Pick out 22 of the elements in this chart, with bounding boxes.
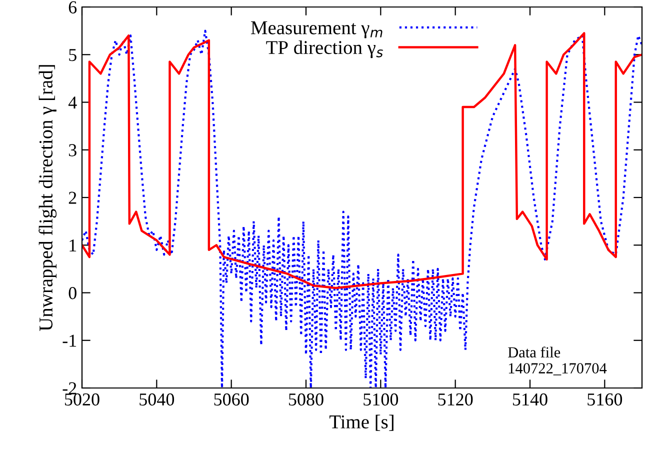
y-tick-label: 1 <box>70 239 76 252</box>
legend-label: TP direction γ$_{s}$ <box>266 40 383 58</box>
y-tick-label: 0 <box>68 287 76 300</box>
x-tick-label: 5040 <box>140 393 174 406</box>
legend-label: Measurement γ$_{m}$ <box>251 21 382 38</box>
x-tick-label: 5120 <box>438 393 473 406</box>
y-tick-label: -2 <box>62 382 76 394</box>
x-tick-label: 5020 <box>64 393 100 406</box>
y-tick-label: 5 <box>69 49 76 62</box>
y-tick-label: 3 <box>68 144 76 156</box>
y-tick-label: 2 <box>68 192 76 204</box>
x-tick-label: 5160 <box>588 393 622 406</box>
annotation: Data file 140722_170704 <box>508 346 607 376</box>
x-tick-label: 5100 <box>364 393 398 406</box>
y-tick-label: 6 <box>68 1 77 14</box>
x-tick-label: 5060 <box>214 393 249 406</box>
y-axis-title: Unwrapped flight direction γ [rad] <box>38 65 57 331</box>
y-tick-label: -1 <box>62 334 76 347</box>
x-tick-label: 5080 <box>288 393 324 406</box>
x-axis-title: Time [s] <box>329 414 394 431</box>
x-tick-label: 5140 <box>512 393 548 406</box>
y-tick-label: 4 <box>68 96 77 109</box>
